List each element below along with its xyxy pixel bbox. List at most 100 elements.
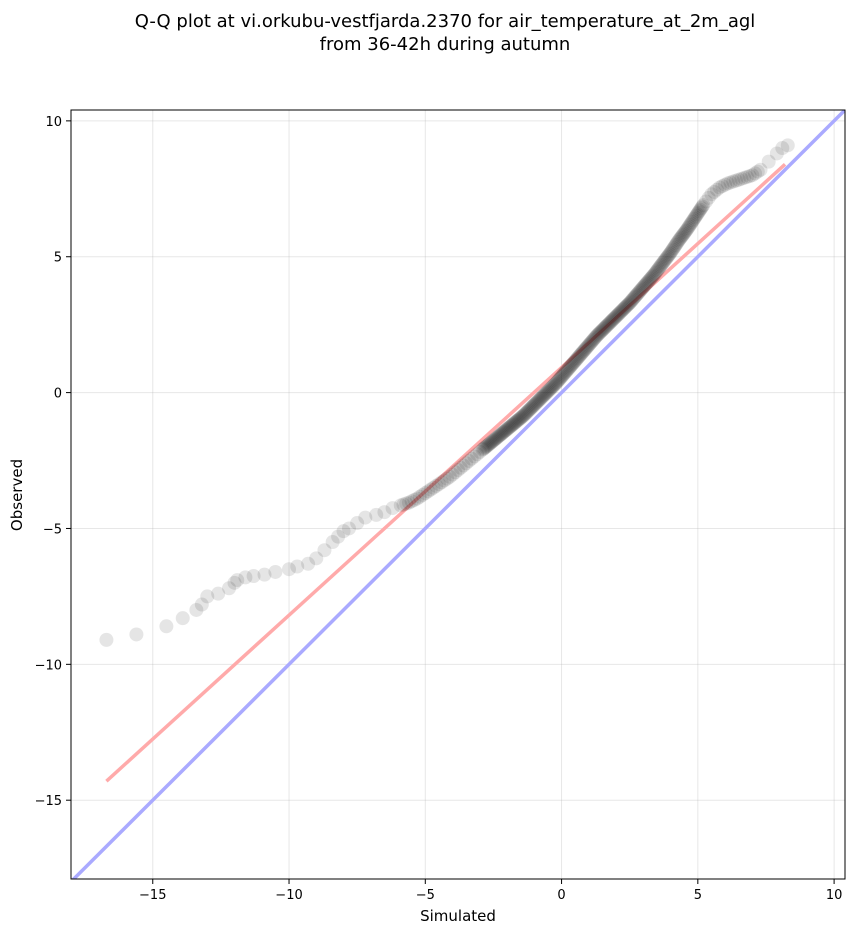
data-point (657, 253, 672, 268)
data-point (665, 242, 680, 257)
data-point (507, 416, 522, 431)
data-point (559, 364, 574, 379)
data-point (475, 442, 490, 457)
data-point (558, 365, 573, 380)
x-tick-label: −10 (275, 888, 302, 903)
data-point (484, 435, 499, 450)
grid (71, 110, 845, 879)
data-point (517, 407, 532, 422)
data-point (396, 497, 411, 512)
data-point (678, 223, 693, 238)
data-point (642, 273, 657, 288)
data-point (573, 347, 588, 362)
data-point (445, 467, 460, 482)
chart-title: Q-Q plot at vi.orkubu-vestfjarda.2370 fo… (0, 10, 854, 56)
data-point (596, 322, 611, 337)
data-point (597, 321, 612, 336)
data-point (593, 325, 608, 340)
data-point (654, 257, 669, 272)
data-point (672, 232, 687, 247)
data-point (701, 190, 716, 205)
data-point (498, 423, 513, 438)
data-point (568, 353, 583, 368)
data-point (472, 444, 487, 459)
data-point (238, 570, 253, 585)
data-point (511, 412, 526, 427)
data-point (684, 216, 699, 231)
data-point (748, 166, 763, 181)
data-point (518, 406, 533, 421)
data-point (515, 409, 530, 424)
data-point (528, 396, 543, 411)
data-point (520, 404, 535, 419)
data-point (200, 589, 215, 604)
y-tick-label: −5 (43, 522, 62, 537)
data-point (522, 402, 537, 417)
data-point (499, 423, 514, 438)
data-point (666, 241, 681, 256)
data-point (159, 619, 174, 634)
data-point (662, 247, 677, 262)
data-point (557, 366, 572, 381)
data-point (667, 239, 682, 254)
data-point (670, 234, 685, 249)
data-point (194, 597, 209, 612)
data-point (393, 498, 408, 513)
data-point (470, 447, 485, 462)
x-tick-label: −15 (139, 888, 166, 903)
data-point (693, 202, 708, 217)
data-point (673, 230, 688, 245)
data-point (268, 564, 283, 579)
data-point (506, 417, 521, 432)
data-point (576, 343, 591, 358)
data-point (629, 287, 644, 302)
data-point (544, 381, 559, 396)
data-point (623, 294, 638, 309)
data-point (503, 419, 518, 434)
data-point (336, 524, 351, 539)
data-point (571, 349, 586, 364)
data-point (677, 225, 692, 240)
data-point (566, 355, 581, 370)
data-point (401, 495, 416, 510)
data-point (448, 465, 463, 480)
data-point (404, 494, 419, 509)
data-point (464, 451, 479, 466)
data-point (282, 562, 297, 577)
data-point (423, 482, 438, 497)
data-point (647, 267, 662, 282)
data-point (553, 371, 568, 386)
data-point (664, 244, 679, 259)
data-point (533, 391, 548, 406)
data-point (650, 263, 665, 278)
data-point (476, 441, 491, 456)
data-point (652, 260, 667, 275)
data-point (500, 422, 515, 437)
data-point (658, 252, 673, 267)
data-point (467, 449, 482, 464)
data-point (482, 436, 497, 451)
data-point (584, 334, 599, 349)
y-tick-label: 0 (54, 387, 62, 402)
data-point (761, 154, 776, 169)
data-point (709, 182, 724, 197)
data-point (492, 428, 507, 443)
data-point (574, 346, 589, 361)
y-axis-label: Observed (8, 459, 26, 531)
data-point (628, 288, 643, 303)
data-point (519, 405, 534, 420)
data-point (613, 305, 628, 320)
data-point (418, 486, 433, 501)
data-point (385, 501, 400, 516)
data-point (479, 439, 494, 454)
data-point (634, 281, 649, 296)
data-point (742, 169, 757, 184)
data-point (521, 403, 536, 418)
data-point (607, 311, 622, 326)
data-point (567, 354, 582, 369)
data-point (530, 394, 545, 409)
data-point (540, 384, 555, 399)
data-point (624, 293, 639, 308)
y-tick-label: 5 (54, 251, 62, 266)
data-point (481, 437, 496, 452)
